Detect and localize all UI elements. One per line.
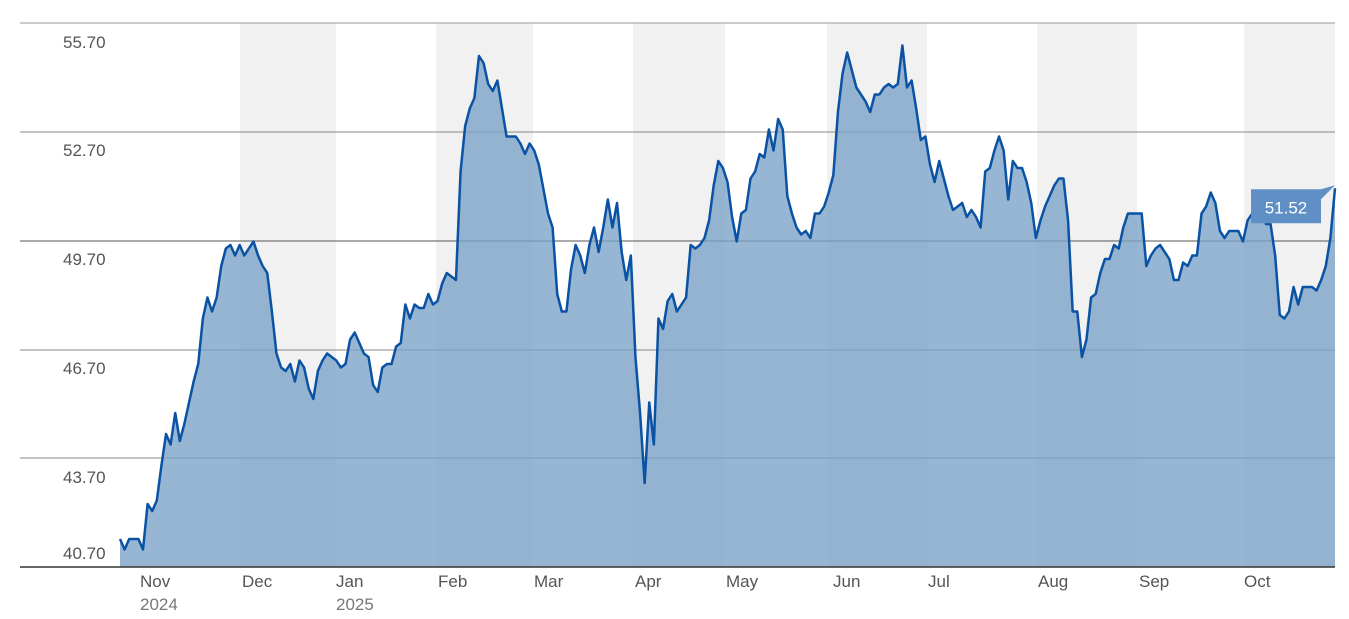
x-tick-label-sep: Sep [1139, 572, 1169, 591]
y-tick-label: 49.70 [63, 250, 106, 269]
x-tick-label-jan: Jan [336, 572, 363, 591]
x-tick-label-aug: Aug [1038, 572, 1068, 591]
y-axis-ticks: 55.70 52.70 49.70 46.70 43.70 40.70 [63, 33, 106, 563]
x-axis-ticks: Nov 2024 Dec Jan 2025 Feb Mar Apr May Jun Jul Aug Se… [140, 572, 1271, 614]
x-tick-label-may: May [726, 572, 759, 591]
y-tick-label: 40.70 [63, 544, 106, 563]
y-tick-label: 46.70 [63, 359, 106, 378]
x-tick-label-apr: Apr [635, 572, 662, 591]
last-value-callout: 51.52 [1251, 185, 1335, 224]
y-tick-label: 55.70 [63, 33, 106, 52]
series-area-fill [120, 45, 1335, 567]
last-value-label: 51.52 [1265, 198, 1308, 217]
last-value-badge [1251, 185, 1335, 224]
series-line [118, 44, 1337, 551]
x-tick-label-jun: Jun [833, 572, 860, 591]
x-tick-year-label: 2025 [336, 595, 374, 614]
price-area [118, 44, 1337, 567]
x-tick-label-nov: Nov [140, 572, 171, 591]
x-tick-label-dec: Dec [242, 572, 273, 591]
x-tick-label-mar: Mar [534, 572, 564, 591]
x-tick-label-oct: Oct [1244, 572, 1271, 591]
x-tick-year-label: 2024 [140, 595, 178, 614]
y-tick-label: 43.70 [63, 468, 106, 487]
y-tick-label: 52.70 [63, 141, 106, 160]
x-tick-label-feb: Feb [438, 572, 467, 591]
x-tick-label-jul: Jul [928, 572, 950, 591]
